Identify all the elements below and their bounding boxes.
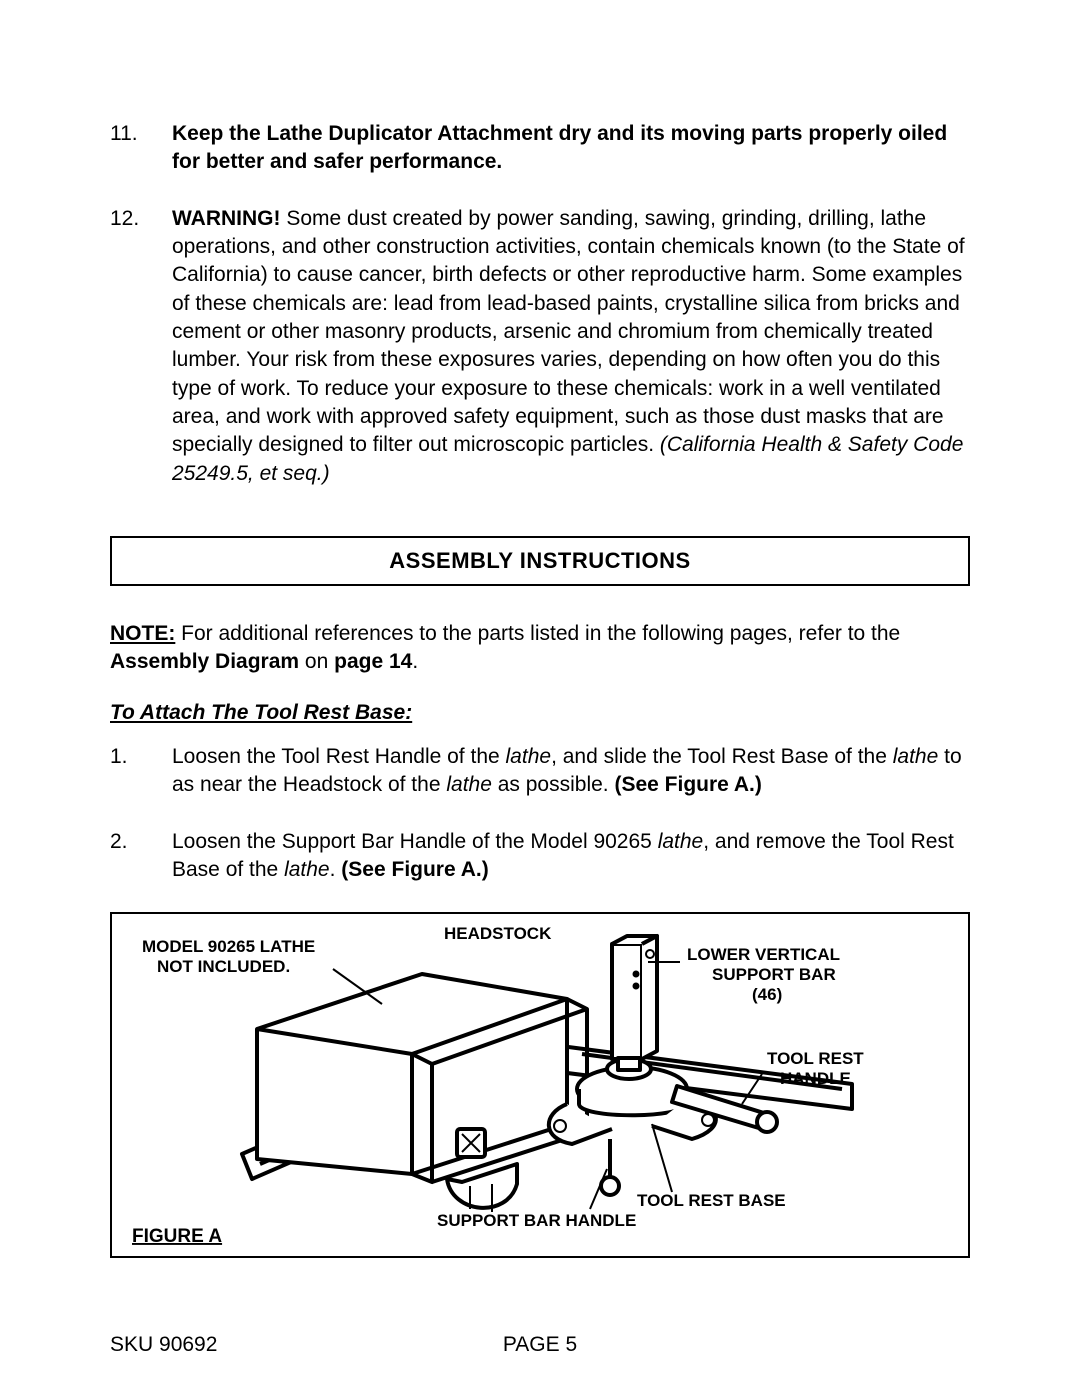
t: . (330, 858, 342, 881)
figure-a: HEADSTOCK MODEL 90265 LATHE NOT INCLUDED… (110, 912, 970, 1258)
item-body: WARNING! Some dust created by power sand… (172, 205, 970, 488)
note-text: . (412, 650, 418, 673)
t: lathe (506, 745, 552, 768)
step-body: Loosen the Tool Rest Handle of the lathe… (172, 743, 970, 800)
page: 11. Keep the Lathe Duplicator Attachment… (0, 0, 1080, 1397)
note-paragraph: NOTE: For additional references to the p… (110, 620, 970, 677)
see-figure: (See Figure A.) (614, 773, 761, 796)
label-trb: TOOL REST BASE (637, 1191, 786, 1210)
item-text: Some dust created by power sanding, sawi… (172, 207, 965, 457)
label-model-2: NOT INCLUDED. (157, 957, 290, 976)
t: Loosen the Tool Rest Handle of the (172, 745, 506, 768)
label-sbh: SUPPORT BAR HANDLE (437, 1211, 636, 1230)
step-2: 2. Loosen the Support Bar Handle of the … (110, 828, 970, 885)
step-1: 1. Loosen the Tool Rest Handle of the la… (110, 743, 970, 800)
t: lathe (893, 745, 939, 768)
label-trh-1: TOOL REST (767, 1049, 864, 1068)
figure-title: FIGURE A (132, 1226, 222, 1247)
warning-label: WARNING! (172, 207, 281, 230)
note-label: NOTE: (110, 622, 175, 645)
t: Loosen the Support Bar Handle of the Mod… (172, 830, 658, 853)
note-ref: Assembly Diagram (110, 650, 299, 673)
step-body: Loosen the Support Bar Handle of the Mod… (172, 828, 970, 885)
item-number: 12. (110, 205, 172, 488)
t: lathe (446, 773, 492, 796)
t: lathe (284, 858, 330, 881)
subheading: To Attach The Tool Rest Base: (110, 699, 970, 727)
item-body: Keep the Lathe Duplicator Attachment dry… (172, 120, 970, 177)
page-footer: SKU 90692 PAGE 5 (110, 1331, 970, 1359)
t: , and slide the Tool Rest Base of the (551, 745, 893, 768)
label-lower-3: (46) (752, 985, 782, 1004)
label-lower-1: LOWER VERTICAL (687, 945, 840, 964)
list-item-11: 11. Keep the Lathe Duplicator Attachment… (110, 120, 970, 177)
list-item-12: 12. WARNING! Some dust created by power … (110, 205, 970, 488)
label-model-1: MODEL 90265 LATHE (142, 937, 315, 956)
section-heading: ASSEMBLY INSTRUCTIONS (110, 536, 970, 586)
item-number: 11. (110, 120, 172, 177)
step-number: 1. (110, 743, 172, 800)
note-ref: page 14 (334, 650, 412, 673)
t: as possible. (492, 773, 615, 796)
note-text: For additional references to the parts l… (175, 622, 900, 645)
footer-sku: SKU 90692 (110, 1331, 397, 1359)
footer-page: PAGE 5 (397, 1331, 684, 1359)
footer-spacer (683, 1331, 970, 1359)
figure-diagram: HEADSTOCK MODEL 90265 LATHE NOT INCLUDED… (112, 914, 968, 1256)
label-headstock: HEADSTOCK (444, 924, 552, 943)
note-text: on (299, 650, 334, 673)
step-number: 2. (110, 828, 172, 885)
see-figure: (See Figure A.) (341, 858, 488, 881)
label-trh-2: HANDLE (780, 1069, 851, 1088)
label-lower-2: SUPPORT BAR (712, 965, 836, 984)
t: lathe (658, 830, 704, 853)
